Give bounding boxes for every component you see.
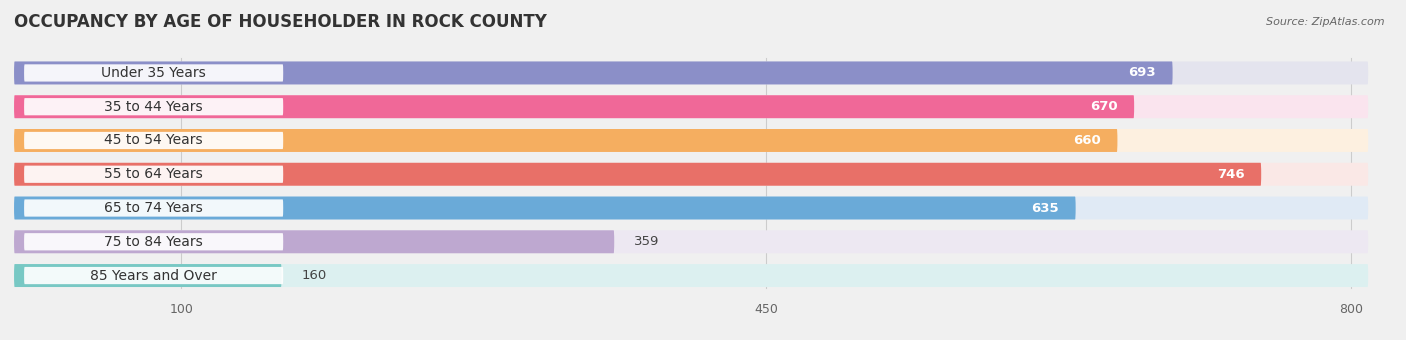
FancyBboxPatch shape — [14, 129, 1368, 152]
FancyBboxPatch shape — [24, 199, 283, 217]
FancyBboxPatch shape — [14, 264, 281, 287]
FancyBboxPatch shape — [14, 95, 1368, 118]
FancyBboxPatch shape — [24, 98, 283, 115]
FancyBboxPatch shape — [14, 230, 1368, 253]
Text: 635: 635 — [1031, 202, 1059, 215]
Text: 45 to 54 Years: 45 to 54 Years — [104, 134, 202, 148]
Text: 55 to 64 Years: 55 to 64 Years — [104, 167, 202, 181]
FancyBboxPatch shape — [14, 163, 1261, 186]
Text: 85 Years and Over: 85 Years and Over — [90, 269, 217, 283]
Text: OCCUPANCY BY AGE OF HOUSEHOLDER IN ROCK COUNTY: OCCUPANCY BY AGE OF HOUSEHOLDER IN ROCK … — [14, 13, 547, 31]
FancyBboxPatch shape — [14, 62, 1368, 84]
Text: Source: ZipAtlas.com: Source: ZipAtlas.com — [1267, 17, 1385, 27]
Text: 746: 746 — [1216, 168, 1244, 181]
Text: 35 to 44 Years: 35 to 44 Years — [104, 100, 202, 114]
Text: 693: 693 — [1128, 66, 1156, 80]
FancyBboxPatch shape — [14, 230, 614, 253]
FancyBboxPatch shape — [24, 233, 283, 250]
Text: 160: 160 — [302, 269, 326, 282]
FancyBboxPatch shape — [24, 132, 283, 149]
FancyBboxPatch shape — [14, 197, 1368, 220]
Text: 75 to 84 Years: 75 to 84 Years — [104, 235, 202, 249]
FancyBboxPatch shape — [24, 166, 283, 183]
FancyBboxPatch shape — [14, 62, 1173, 84]
FancyBboxPatch shape — [14, 264, 1368, 287]
Text: 65 to 74 Years: 65 to 74 Years — [104, 201, 202, 215]
Text: 670: 670 — [1090, 100, 1118, 113]
FancyBboxPatch shape — [14, 163, 1368, 186]
FancyBboxPatch shape — [24, 64, 283, 82]
Text: 660: 660 — [1073, 134, 1101, 147]
FancyBboxPatch shape — [24, 267, 283, 284]
Text: 359: 359 — [634, 235, 659, 248]
FancyBboxPatch shape — [14, 129, 1118, 152]
FancyBboxPatch shape — [14, 197, 1076, 220]
FancyBboxPatch shape — [14, 95, 1135, 118]
Text: Under 35 Years: Under 35 Years — [101, 66, 207, 80]
